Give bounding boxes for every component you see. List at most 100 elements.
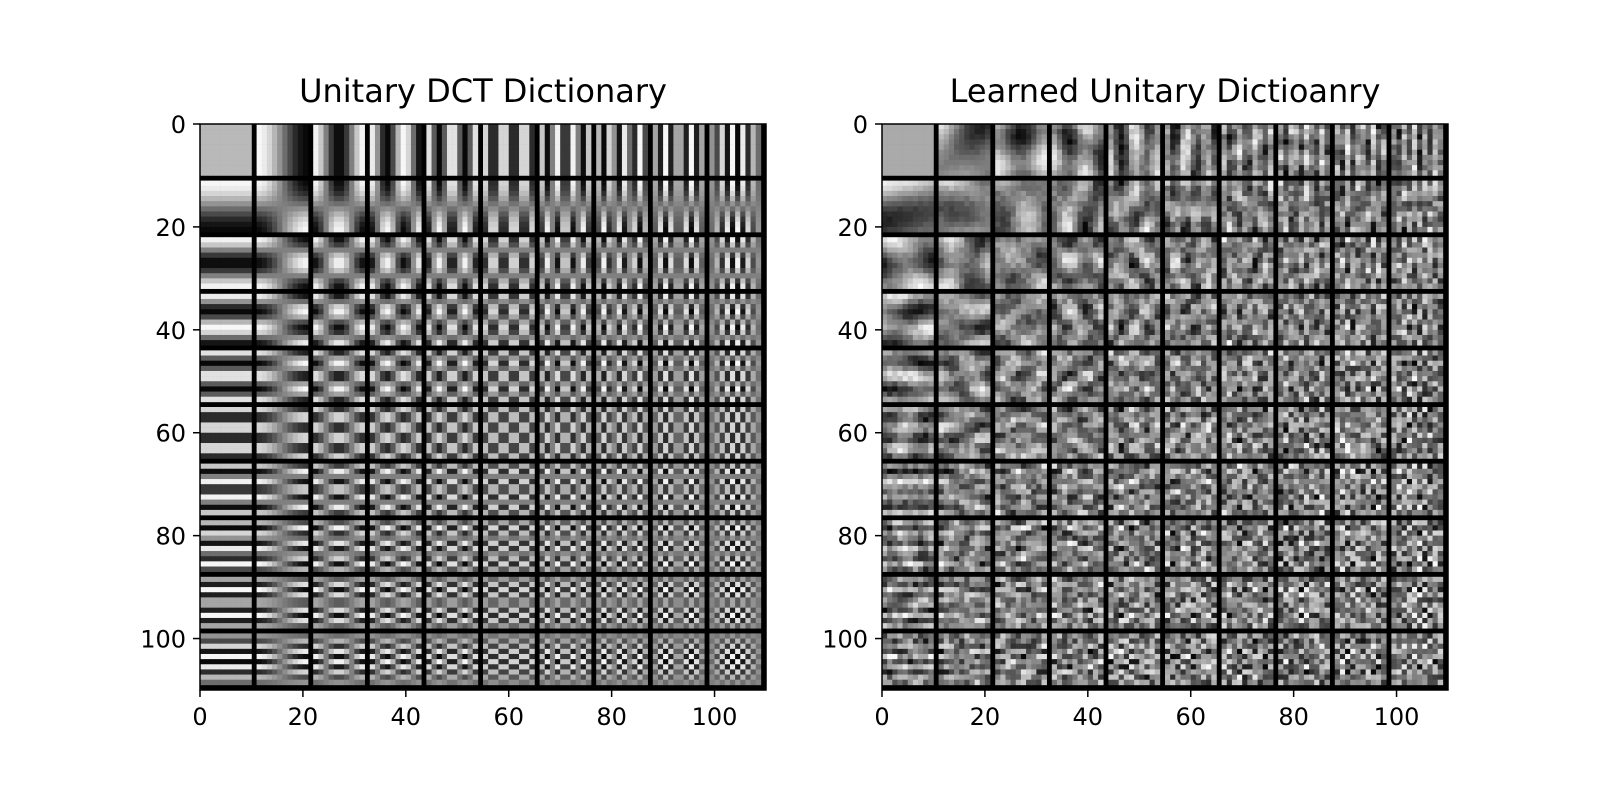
atom-7-5 — [1165, 520, 1217, 572]
atom-9-7 — [596, 633, 648, 685]
atom-8-2 — [313, 577, 365, 629]
atom-1-7 — [1278, 181, 1330, 233]
x-tick-label: 40 — [391, 703, 422, 731]
atom-0-8 — [653, 124, 705, 176]
atom-7-4 — [426, 520, 478, 572]
x-tick-label: 0 — [874, 703, 889, 731]
atom-4-3 — [370, 350, 422, 402]
atom-7-4 — [1108, 520, 1160, 572]
atom-7-1 — [257, 520, 309, 572]
y-tick-label: 80 — [155, 523, 186, 551]
atom-0-4 — [1108, 124, 1160, 176]
x-tick-label: 40 — [1073, 703, 1104, 731]
atom-3-4 — [1108, 294, 1160, 346]
atom-0-5 — [1165, 124, 1217, 176]
atom-8-5 — [483, 577, 535, 629]
atom-9-0 — [882, 633, 934, 685]
atom-4-7 — [1278, 350, 1330, 402]
atom-0-2 — [313, 124, 365, 176]
atom-9-7 — [1278, 633, 1330, 685]
atom-3-3 — [370, 294, 422, 346]
atom-0-7 — [596, 124, 648, 176]
atom-7-2 — [313, 520, 365, 572]
atom-2-7 — [596, 237, 648, 289]
atom-1-1 — [257, 181, 309, 233]
atom-1-3 — [1052, 181, 1104, 233]
atom-6-2 — [313, 464, 365, 516]
atom-9-9 — [709, 633, 761, 685]
atom-4-9 — [1391, 350, 1443, 402]
atom-5-7 — [596, 407, 648, 459]
atom-6-4 — [1108, 464, 1160, 516]
atom-9-1 — [257, 633, 309, 685]
x-tick-label: 100 — [692, 703, 738, 731]
atom-0-4 — [426, 124, 478, 176]
atom-5-3 — [1052, 407, 1104, 459]
atom-1-4 — [1108, 181, 1160, 233]
atom-3-6 — [1222, 294, 1274, 346]
atom-4-9 — [709, 350, 761, 402]
atom-6-8 — [653, 464, 705, 516]
y-tick-label: 80 — [837, 523, 868, 551]
atom-4-8 — [653, 350, 705, 402]
atom-4-6 — [1222, 350, 1274, 402]
atom-3-8 — [1335, 294, 1387, 346]
atom-8-7 — [1278, 577, 1330, 629]
atom-0-9 — [1391, 124, 1443, 176]
atom-7-3 — [1052, 520, 1104, 572]
atom-9-6 — [540, 633, 592, 685]
atom-6-1 — [257, 464, 309, 516]
atom-9-3 — [370, 633, 422, 685]
atom-8-4 — [1108, 577, 1160, 629]
atom-3-0 — [200, 294, 252, 346]
atom-3-5 — [483, 294, 535, 346]
atom-8-8 — [653, 577, 705, 629]
atom-8-0 — [200, 577, 252, 629]
atom-0-1 — [257, 124, 309, 176]
atom-1-1 — [939, 181, 991, 233]
atom-6-6 — [540, 464, 592, 516]
atom-0-7 — [1278, 124, 1330, 176]
x-tick-label: 100 — [1374, 703, 1420, 731]
atom-0-1 — [939, 124, 991, 176]
atom-9-3 — [1052, 633, 1104, 685]
atom-4-5 — [483, 350, 535, 402]
atom-0-8 — [1335, 124, 1387, 176]
atom-3-1 — [257, 294, 309, 346]
atom-5-0 — [200, 407, 252, 459]
atom-2-8 — [1335, 237, 1387, 289]
atom-6-8 — [1335, 464, 1387, 516]
y-tick-label: 20 — [837, 214, 868, 242]
atom-7-1 — [939, 520, 991, 572]
atom-4-4 — [1108, 350, 1160, 402]
atom-8-9 — [709, 577, 761, 629]
atom-8-2 — [995, 577, 1047, 629]
atom-3-9 — [709, 294, 761, 346]
y-tick-label: 20 — [155, 214, 186, 242]
atom-6-1 — [939, 464, 991, 516]
x-tick-label: 80 — [1278, 703, 1309, 731]
atom-5-1 — [939, 407, 991, 459]
atom-0-3 — [1052, 124, 1104, 176]
atom-3-4 — [426, 294, 478, 346]
atom-6-6 — [1222, 464, 1274, 516]
atom-1-0 — [200, 181, 252, 233]
atom-4-1 — [257, 350, 309, 402]
atom-4-0 — [200, 350, 252, 402]
atom-2-0 — [882, 237, 934, 289]
atom-1-6 — [540, 181, 592, 233]
atom-2-3 — [370, 237, 422, 289]
atom-2-7 — [1278, 237, 1330, 289]
y-tick-label: 60 — [837, 420, 868, 448]
atom-2-5 — [483, 237, 535, 289]
atom-8-3 — [1052, 577, 1104, 629]
atom-6-0 — [882, 464, 934, 516]
atom-8-6 — [540, 577, 592, 629]
atom-7-7 — [596, 520, 648, 572]
atom-8-7 — [596, 577, 648, 629]
atom-3-3 — [1052, 294, 1104, 346]
atom-7-5 — [483, 520, 535, 572]
atom-9-8 — [653, 633, 705, 685]
